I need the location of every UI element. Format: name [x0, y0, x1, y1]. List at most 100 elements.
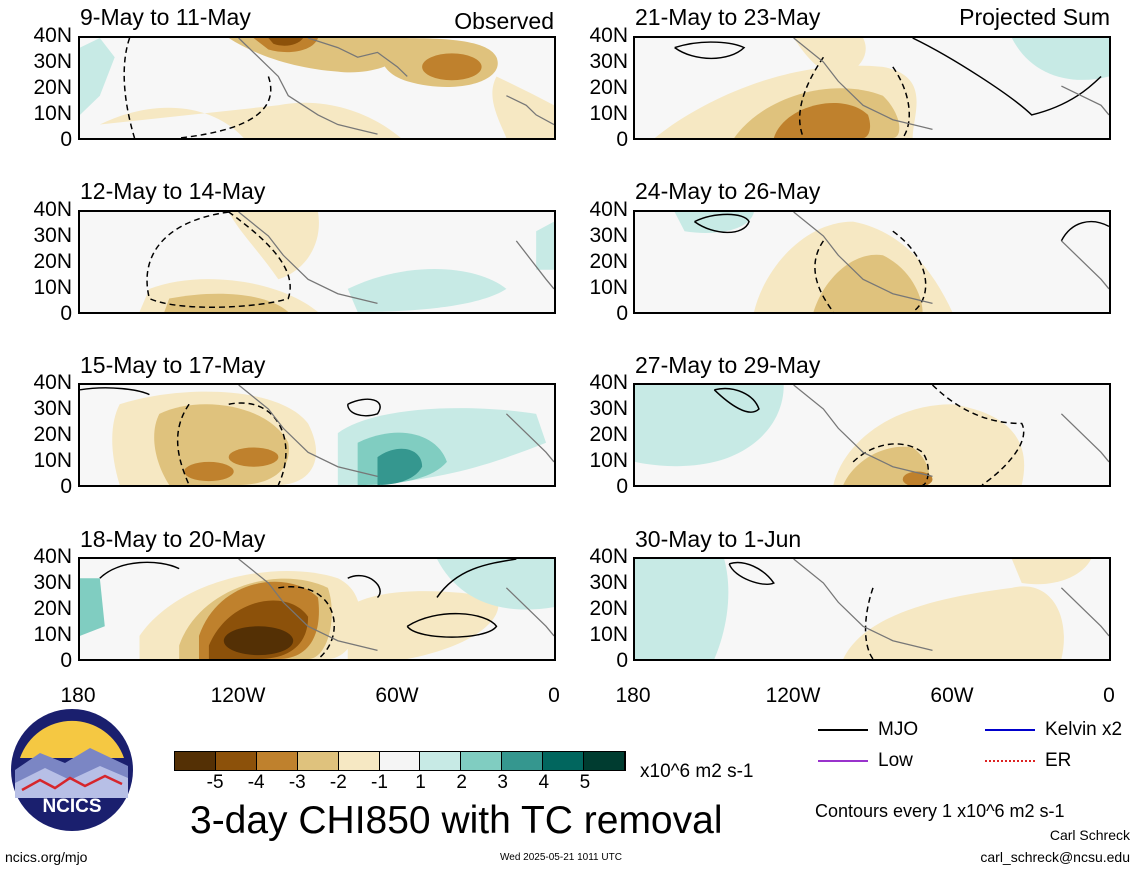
y-tick-label: 10N: [33, 449, 72, 472]
mjo-contour: [694, 213, 750, 234]
y-tick-label: 0: [60, 475, 72, 498]
mjo-contour: [892, 66, 910, 138]
anomaly-area: [184, 461, 234, 482]
coastline: [238, 559, 378, 651]
y-tick-label: 0: [616, 302, 628, 325]
map-panel-2: [78, 210, 556, 314]
anomaly-area: [635, 385, 784, 467]
y-tick-label: 40N: [33, 198, 72, 221]
y-tick-label: 30N: [33, 224, 72, 247]
coastline: [1060, 413, 1109, 463]
colorbar-tick-label: -2: [329, 772, 347, 793]
mjo-contour: [179, 76, 272, 138]
anomaly-area: [422, 53, 482, 81]
site-link[interactable]: ncics.org/mjo: [5, 849, 88, 865]
y-tick-label: 30N: [33, 50, 72, 73]
panel-title-7: 27-May to 29-May: [635, 352, 821, 378]
er-legend-label: ER: [1045, 750, 1072, 771]
mjo-contour: [146, 212, 291, 308]
er-legend-line: [985, 760, 1035, 764]
y-tick-label: 10N: [33, 102, 72, 125]
y-tick-label: 30N: [589, 571, 628, 594]
colorbar-swatch: [420, 752, 462, 770]
mjo-contour: [406, 612, 498, 638]
y-tick-label: 10N: [33, 623, 72, 646]
x-tick-label: 0: [548, 684, 560, 707]
coastline: [793, 38, 933, 130]
colorbar-tick-label: 3: [497, 772, 508, 793]
x-tick-label: 60W: [375, 684, 419, 707]
colorbar-tick-label: 5: [579, 772, 591, 793]
colorbar-swatch: [175, 752, 216, 770]
colorbar-swatch: [502, 752, 544, 770]
coastline: [793, 385, 933, 477]
colorbar-tick-label: -1: [371, 772, 388, 793]
map-panel-7: [633, 383, 1111, 487]
anomaly-area: [377, 448, 423, 485]
mjo-contour: [346, 398, 381, 417]
observed-tag: Observed: [454, 8, 554, 34]
mjo-contour: [1060, 220, 1109, 242]
map-panel-4: [78, 557, 556, 661]
low-legend-line: [818, 760, 868, 762]
colorbar: [174, 751, 626, 771]
mjo-contour: [912, 38, 1102, 116]
anomaly-area: [635, 559, 729, 659]
author-name: Carl Schreck: [1049, 827, 1130, 843]
anomaly-area: [793, 38, 866, 77]
anomaly-area: [492, 76, 554, 138]
map-panel-5: [633, 36, 1111, 140]
colorbar-swatch: [379, 752, 421, 770]
y-tick-label: 40N: [589, 24, 628, 47]
panel-title-2: 12-May to 14-May: [80, 178, 266, 204]
y-tick-label: 30N: [589, 397, 628, 420]
coastline: [515, 240, 554, 290]
colorbar-swatch: [461, 752, 503, 770]
coastline: [307, 38, 408, 77]
kelvin-legend-line: [985, 729, 1035, 731]
colorbar-tick-label: 4: [538, 772, 550, 793]
anomaly-area: [80, 38, 115, 115]
timestamp: Wed 2025-05-21 1011 UTC: [500, 852, 622, 863]
anomaly-area: [223, 626, 294, 656]
anomaly-area: [773, 102, 871, 138]
y-tick-label: 30N: [33, 397, 72, 420]
anomaly-area: [228, 447, 279, 467]
coastline: [1060, 587, 1109, 637]
colorbar-tick-label: -5: [206, 772, 224, 793]
y-tick-label: 20N: [589, 250, 628, 273]
y-tick-label: 20N: [589, 423, 628, 446]
colorbar-swatch: [543, 752, 585, 770]
y-tick-label: 40N: [589, 198, 628, 221]
colorbar-tick-label: 2: [456, 772, 467, 793]
mjo-contour: [674, 41, 746, 60]
colorbar-swatch: [338, 752, 380, 770]
coastline: [506, 95, 554, 126]
coastline: [238, 212, 378, 304]
anomaly-area: [347, 591, 499, 659]
logo-text: NCICS: [42, 796, 101, 817]
y-tick-label: 10N: [589, 102, 628, 125]
colorbar-swatch: [215, 752, 257, 770]
mjo-contour: [347, 575, 381, 598]
y-tick-label: 20N: [33, 597, 72, 620]
coastline: [1061, 85, 1109, 116]
anomaly-area: [813, 254, 923, 312]
mjo-contour: [80, 387, 150, 396]
coastline: [793, 212, 933, 304]
x-tick-label: 0: [1103, 684, 1115, 707]
panel-title-5: 21-May to 23-May: [635, 4, 821, 30]
kelvin-legend-label: Kelvin x2: [1045, 719, 1123, 740]
y-tick-label: 10N: [589, 276, 628, 299]
x-tick-label: 60W: [930, 684, 974, 707]
mjo-legend-line: [818, 729, 868, 731]
projected-tag: Projected Sum: [959, 4, 1110, 30]
y-tick-label: 20N: [33, 76, 72, 99]
map-panel-3: [78, 383, 556, 487]
mjo-contour: [123, 38, 136, 138]
main-title: 3-day CHI850 with TC removal: [190, 799, 723, 842]
anomaly-area: [228, 212, 319, 280]
map-panel-1: [78, 36, 556, 140]
y-tick-label: 40N: [589, 371, 628, 394]
x-tick-label: 120W: [210, 684, 266, 707]
